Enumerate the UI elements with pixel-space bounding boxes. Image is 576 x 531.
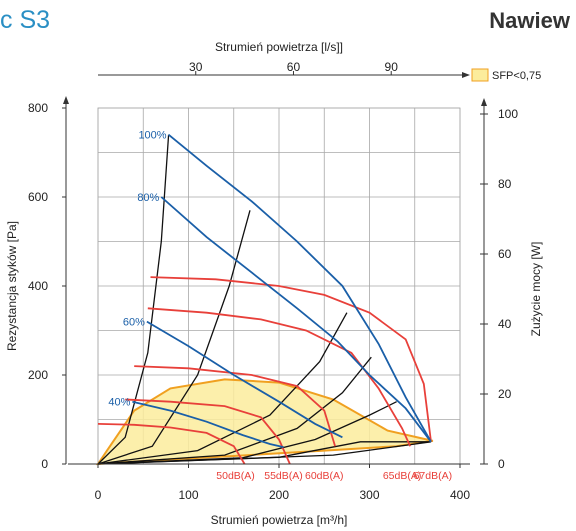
fan-curves (132, 134, 432, 448)
y-tick-label-left: 0 (41, 457, 48, 471)
y-tick-label-right: 40 (498, 317, 512, 331)
noise-curve-label: 65dB(A) (383, 470, 422, 482)
fan-curve (160, 196, 432, 443)
x-axis-label-bottom: Strumień powietrza [m³/h] (211, 513, 348, 527)
fan-curve-label: 80% (137, 192, 159, 204)
fan-curve (146, 320, 343, 439)
x-tick-label-bottom: 300 (359, 488, 379, 502)
noise-curve-label: 67dB(A) (414, 470, 453, 482)
header-right-label: Nawiew (489, 8, 570, 33)
x-tick-label-bottom: 200 (269, 488, 289, 502)
system-curve (97, 312, 348, 465)
noise-curve (150, 276, 432, 442)
y-tick-label-right: 80 (498, 177, 512, 191)
legend-swatch (471, 68, 489, 82)
legend-label: SFP<0,75 (492, 70, 541, 82)
x-axis-label-top: Strumień powietrza [l/s]] (215, 40, 343, 54)
noise-curve-label: 55dB(A) (264, 470, 303, 482)
fan-curve (168, 134, 432, 443)
fan-curve-label: 40% (108, 397, 130, 409)
axes (63, 72, 487, 465)
system-curves (97, 134, 432, 465)
noise-curve (97, 423, 246, 465)
y-tick-label-left: 400 (28, 279, 48, 293)
x-tick-label-top: 90 (385, 60, 399, 74)
curve-labels: 100% 80% 60% 40% 50dB(A) 55dB(A) 60dB(A) 65dB(A… (108, 130, 452, 482)
x-tick-label-top: 60 (287, 60, 301, 74)
y-axis-label-right: Zużycie mocy [W] (529, 242, 543, 337)
y-tick-label-left: 800 (28, 101, 48, 115)
y-tick-label-right: 0 (498, 457, 505, 471)
noise-curves (97, 276, 432, 465)
noise-curve-label: 60dB(A) (305, 470, 344, 482)
noise-curve (147, 307, 412, 447)
fan-curve-label: 60% (123, 317, 145, 329)
tick-labels: 0 100 200 300 400 30 60 90 0 200 400 600 800 0 20 40 60 8… (28, 60, 518, 502)
noise-curve (125, 398, 291, 465)
y-tick-label-left: 600 (28, 190, 48, 204)
y-tick-label-right: 60 (498, 247, 512, 261)
y-tick-label-right: 20 (498, 387, 512, 401)
fan-curve (132, 400, 284, 448)
y-axis-left-arrow (63, 96, 69, 104)
system-curve (97, 134, 170, 465)
noise-curve (134, 365, 336, 447)
y-axis-right-arrow (481, 98, 487, 106)
x-tick-label-bottom: 100 (178, 488, 198, 502)
x-tick-label-bottom: 400 (450, 488, 470, 502)
noise-curve-label: 50dB(A) (216, 470, 255, 482)
header-title: c S3 (0, 6, 51, 34)
y-tick-label-left: 200 (28, 368, 48, 382)
system-curve (97, 441, 432, 465)
x-axis-top-arrow (462, 72, 470, 78)
fan-curve-label: 100% (138, 130, 166, 142)
x-tick-label-top: 30 (189, 60, 203, 74)
system-curve (97, 356, 372, 465)
y-axis-label-left: Rezystancja styków [Pa] (5, 221, 19, 351)
x-tick-label-bottom: 0 (95, 488, 102, 502)
y-tick-label-right: 100 (498, 107, 518, 121)
